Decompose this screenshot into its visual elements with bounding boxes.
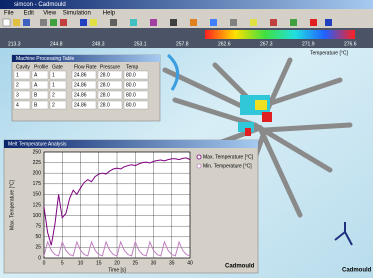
window-title: simcon - Cadmould [14, 2, 66, 8]
y-tick-label: 50 [35, 234, 41, 240]
x-tick-label: 0 [43, 260, 46, 266]
menu-item[interactable]: Simulation [63, 11, 91, 17]
table-cell-text: 3 [16, 92, 19, 98]
table-cell-text: 1 [16, 72, 19, 78]
menu-item[interactable]: File [4, 11, 14, 17]
y-tick-label: 0 [38, 255, 41, 261]
chart-window[interactable]: Melt Temperature Analysis Cadmould 02550… [4, 140, 258, 273]
y-tick-label: 250 [33, 149, 42, 155]
scale-label: 257.8 [176, 41, 189, 47]
legend-marker[interactable] [197, 155, 201, 159]
x-tick-label: 25 [132, 260, 138, 266]
table-cell-text: 80.0 [126, 102, 136, 108]
color-scale [205, 30, 355, 39]
table-cell-text: 1 [52, 82, 55, 88]
brand: Cadmould [342, 268, 372, 274]
x-tick-label: 40 [187, 260, 193, 266]
y-tick-label: 75 [35, 224, 41, 230]
table-cell-text: 24.86 [74, 102, 87, 108]
table-header: Gate [52, 64, 63, 70]
table-cell-text: 1 [52, 72, 55, 78]
chart-title: Melt Temperature Analysis [8, 141, 67, 147]
scale-label: 262.6 [218, 41, 231, 47]
legend-label: Min. Temperature [°C] [203, 163, 252, 169]
table-cell-text: 80.0 [126, 82, 136, 88]
scale-label: 213.3 [8, 41, 21, 47]
scale-label: 271.9 [302, 41, 315, 47]
screen: simcon - Cadmould Temperature [°C] [0, 0, 373, 278]
chart-brand: Cadmould [225, 264, 255, 270]
y-axis-title: Max. Temperature [°C] [9, 179, 15, 230]
table-title: Machine Processing Table [16, 56, 74, 62]
table-header: Pressure [100, 64, 120, 70]
table-header: Cavity [16, 64, 30, 70]
y-tick-label: 100 [33, 213, 42, 219]
table-cell-text: 24.86 [74, 82, 87, 88]
table-cell-text: 24.86 [74, 92, 87, 98]
table-header: Temp [126, 64, 138, 70]
scale-label: 244.8 [50, 41, 63, 47]
x-tick-label: 10 [78, 260, 84, 266]
x-axis-title: Time [s] [108, 267, 126, 273]
x-tick-label: 35 [169, 260, 175, 266]
table-cell-text: 4 [16, 102, 19, 108]
page: {"window": {"title": "simcon - Cadmould"… [0, 0, 373, 278]
table-cell-text: 2 [52, 92, 55, 98]
table-cell-text: 28.0 [100, 82, 110, 88]
legend-marker[interactable] [197, 164, 201, 168]
table-cell-text: 2 [16, 82, 19, 88]
menu-item[interactable]: Help [103, 11, 116, 17]
scale-label: 248.3 [92, 41, 105, 47]
table-header: Profile [34, 64, 48, 70]
y-tick-label: 225 [33, 160, 42, 166]
menu-item[interactable]: Edit [24, 11, 35, 17]
x-tick-label: 5 [61, 260, 64, 266]
scale-unit: Temperature [°C] [310, 50, 348, 56]
scale-label: 253.1 [134, 41, 147, 47]
x-tick-label: 15 [96, 260, 102, 266]
y-tick-label: 150 [33, 192, 42, 198]
y-tick-label: 175 [33, 181, 42, 187]
table-cell-text: 80.0 [126, 92, 136, 98]
table-cell-text: 2 [52, 102, 55, 108]
table-cell-text: 24.86 [74, 72, 87, 78]
table-cell-text: 28.0 [100, 72, 110, 78]
x-tick-label: 30 [151, 260, 157, 266]
menu-item[interactable]: View [43, 11, 57, 17]
table-cell-text: 28.0 [100, 92, 110, 98]
y-tick-label: 125 [33, 202, 42, 208]
y-tick-label: 200 [33, 171, 42, 177]
table-window[interactable]: Machine Processing Table Cavity Profile Ga… [12, 55, 160, 121]
scale-label: 276.6 [344, 41, 357, 47]
scale-label: 267.3 [260, 41, 273, 47]
table-cell-text: 28.0 [100, 102, 110, 108]
y-tick-label: 25 [35, 245, 41, 251]
table-header: Flow Rate [74, 64, 97, 70]
legend-label: Max. Temperature [°C] [203, 154, 254, 160]
table-cell-text: 80.0 [126, 72, 136, 78]
x-tick-label: 20 [114, 260, 120, 266]
